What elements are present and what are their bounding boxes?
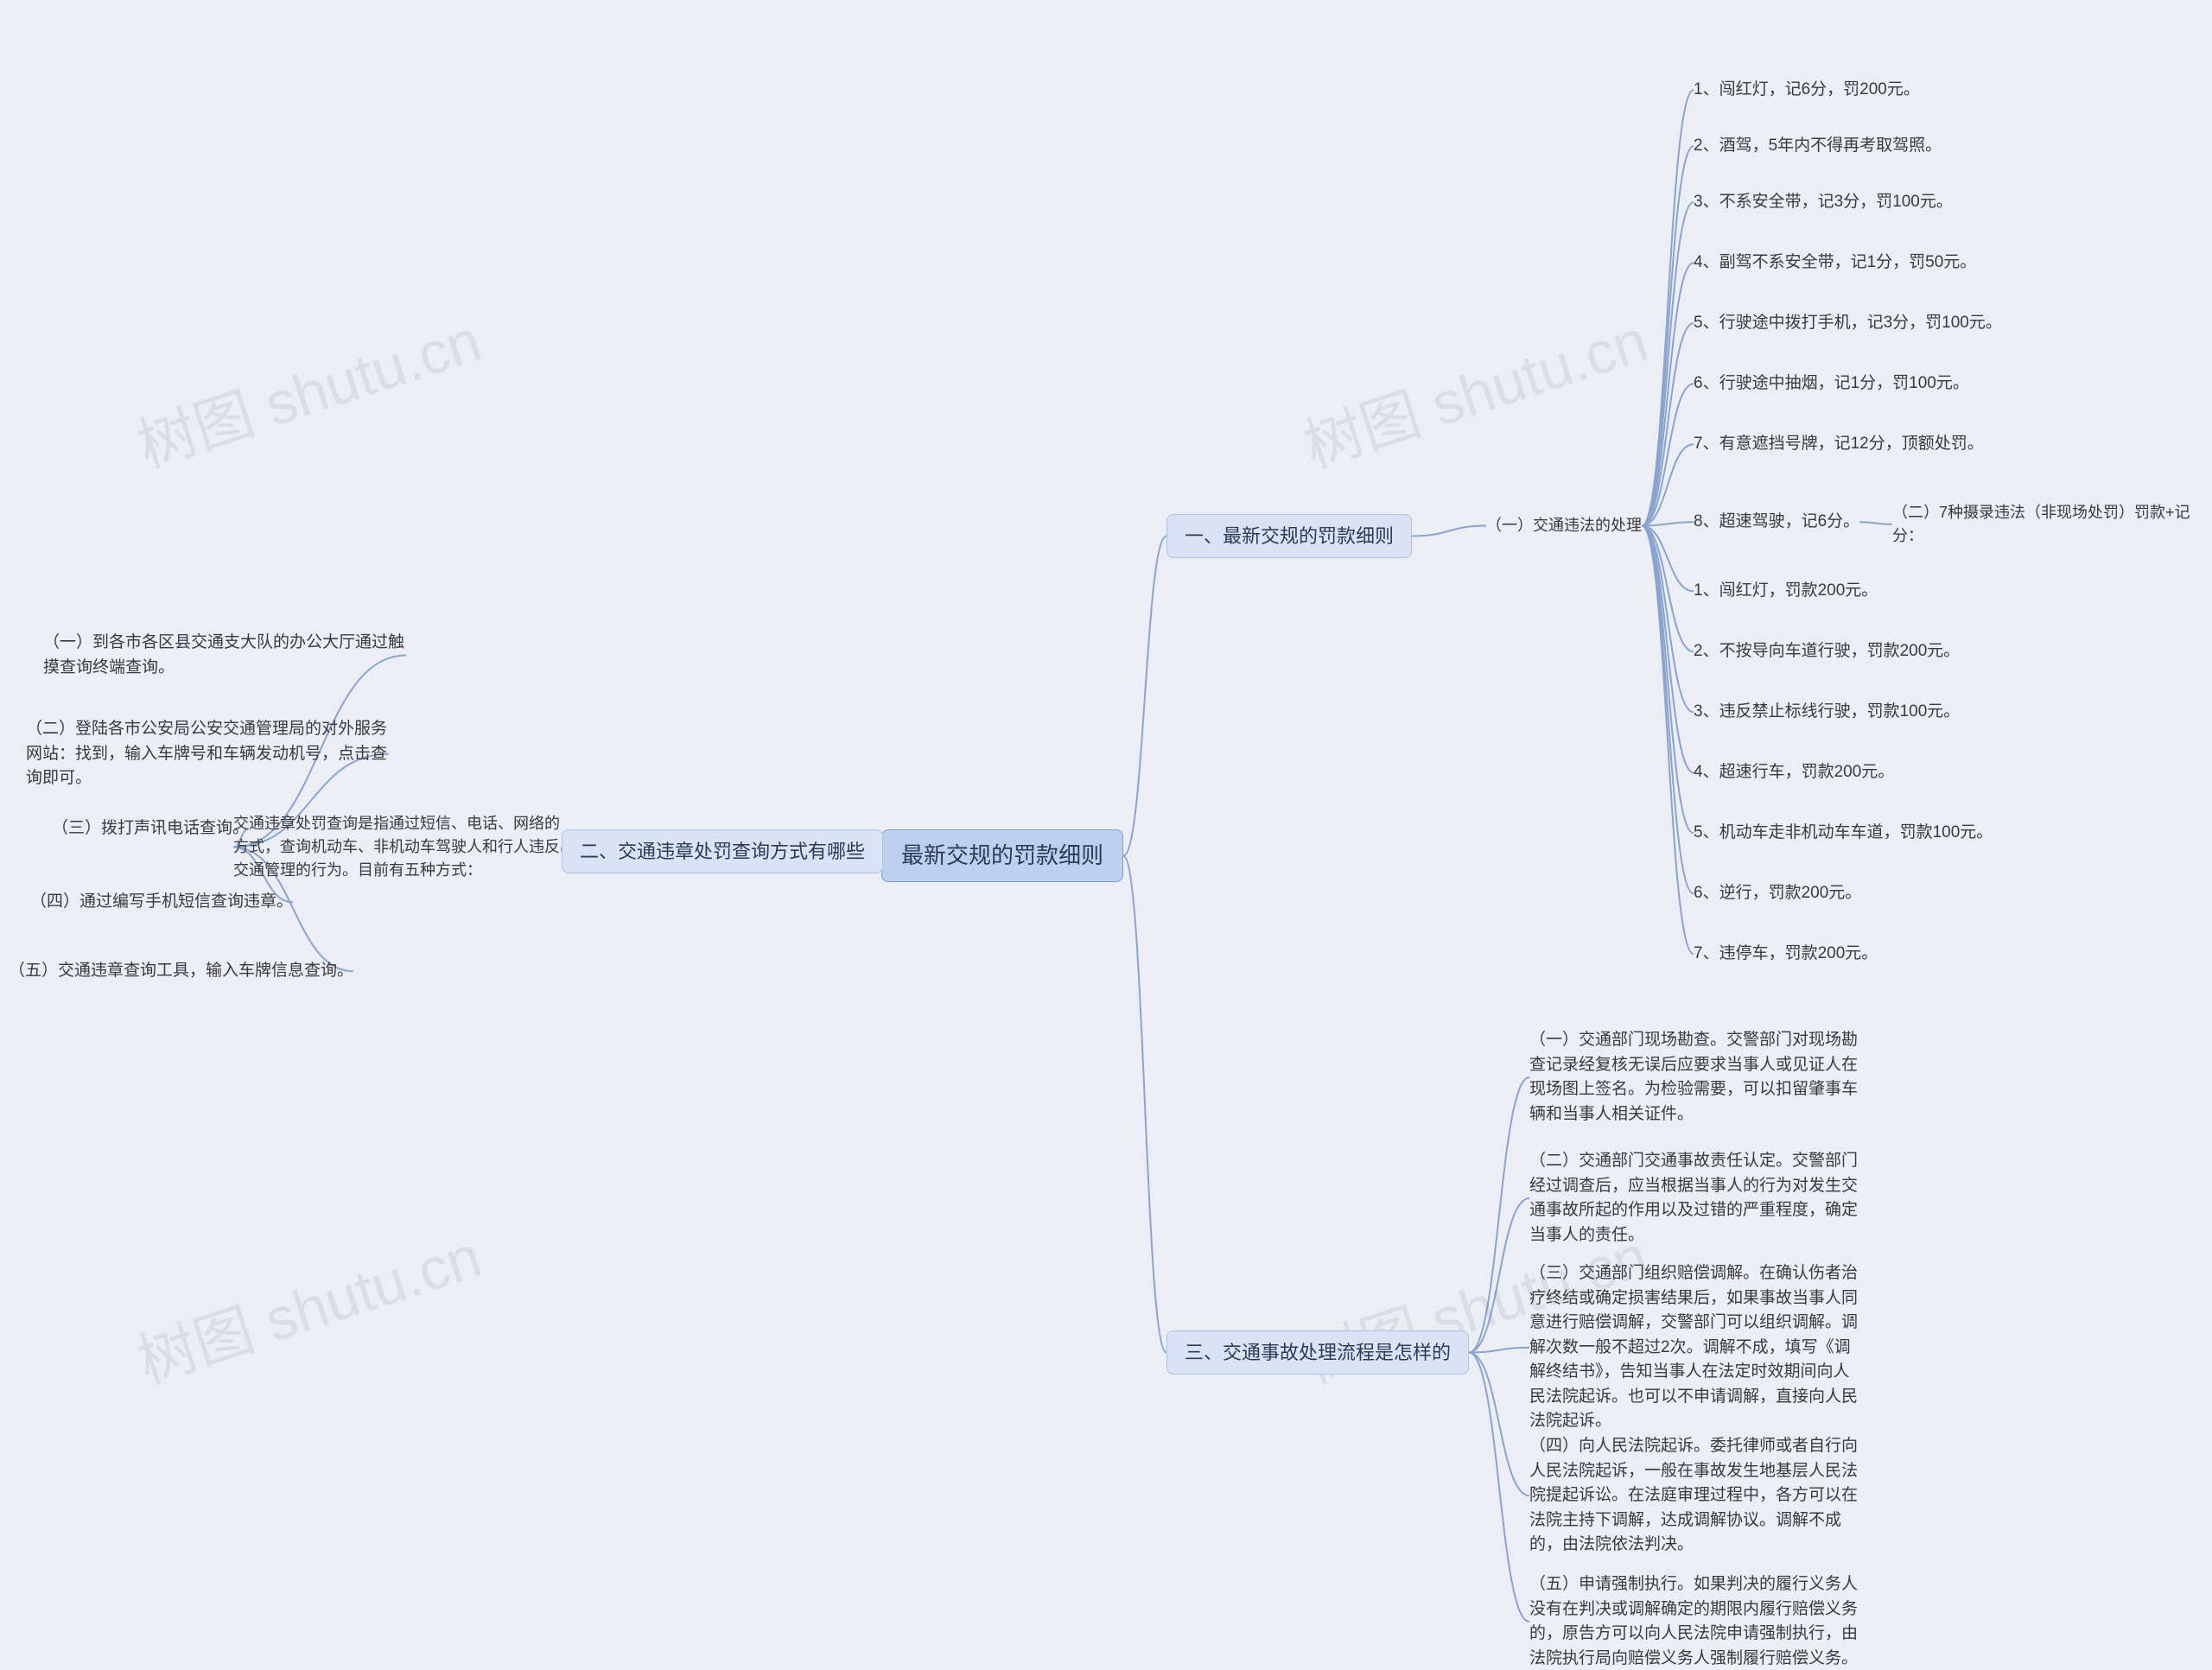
- leaf-node: 4、副驾不系安全带，记1分，罚50元。: [1694, 251, 1976, 276]
- leaf-node: 1、闯红灯，记6分，罚200元。: [1694, 78, 1920, 103]
- leaf-node: 1、闯红灯，罚款200元。: [1694, 579, 1878, 604]
- leaf-node: 8、超速驾驶，记6分。: [1694, 510, 1859, 535]
- leaf-node: 5、行驶途中拨打手机，记3分，罚100元。: [1694, 311, 2002, 336]
- watermark: 树图 shutu.cn: [1292, 293, 1656, 484]
- leaf-node: 5、机动车走非机动车车道，罚款100元。: [1694, 821, 1993, 846]
- branch-node: 一、最新交规的罚款细则: [1166, 514, 1412, 558]
- watermark: 树图 shutu.cn: [125, 293, 490, 484]
- sub-node: （五）申请强制执行。如果判决的履行义务人没有在判决或调解确定的期限内履行赔偿义务…: [1529, 1572, 1858, 1670]
- root-node: 最新交规的罚款细则: [881, 829, 1123, 882]
- leaf-node: 3、违反禁止标线行驶，罚款100元。: [1694, 700, 1960, 725]
- leaf-node: 6、逆行，罚款200元。: [1694, 881, 1861, 906]
- leaf-node: 7、违停车，罚款200元。: [1694, 942, 1878, 967]
- sub-node: （一）交通违法的处理: [1486, 514, 1642, 537]
- leaf-node: （一）到各市各区县交通支大队的办公大厅通过触摸查询终端查询。: [43, 631, 406, 680]
- sub-node: （四）向人民法院起诉。委托律师或者自行向人民法院起诉，一般在事故发生地基层人民法…: [1529, 1434, 1858, 1558]
- leaf-node: 2、不按导向车道行驶，罚款200元。: [1694, 639, 1960, 664]
- sub-node: （三）交通部门组织赔偿调解。在确认伤者治疗终结或确定损害结果后，如果事故当事人同…: [1529, 1261, 1858, 1434]
- leaf-node: 2、酒驾，5年内不得再考取驾照。: [1694, 134, 1942, 159]
- sub-node: （二）交通部门交通事故责任认定。交警部门经过调查后，应当根据当事人的行为对发生交…: [1529, 1149, 1858, 1248]
- leaf-node: 4、超速行车，罚款200元。: [1694, 760, 1894, 785]
- leaf-node: （五）交通违章查询工具，输入车牌信息查询。: [9, 959, 353, 984]
- leaf-node: （三）拨打声讯电话查询。: [52, 816, 249, 841]
- leaf-node: （二）登陆各市公安局公安交通管理局的对外服务网站：找到，输入车牌号和车辆发动机号…: [26, 717, 389, 791]
- branch-node: 三、交通事故处理流程是怎样的: [1166, 1330, 1469, 1375]
- leaf-node: （二）7种摄录违法（非现场处罚）罚款+记分：: [1892, 501, 2195, 548]
- branch-node: 二、交通违章处罚查询方式有哪些: [562, 829, 883, 873]
- watermark: 树图 shutu.cn: [125, 1209, 490, 1400]
- leaf-node: 7、有意遮挡号牌，记12分，顶额处罚。: [1694, 432, 1984, 457]
- leaf-node: 6、行驶途中抽烟，记1分，罚100元。: [1694, 371, 1969, 397]
- sub-node: （一）交通部门现场勘查。交警部门对现场勘查记录经复核无误后应要求当事人或见证人在…: [1529, 1028, 1858, 1127]
- sub-node: 交通违章处罚查询是指通过短信、电话、网络的方式，查询机动车、非机动车驾驶人和行人…: [233, 812, 562, 882]
- leaf-node: （四）通过编写手机短信查询违章。: [30, 890, 293, 915]
- leaf-node: 3、不系安全带，记3分，罚100元。: [1694, 190, 1953, 215]
